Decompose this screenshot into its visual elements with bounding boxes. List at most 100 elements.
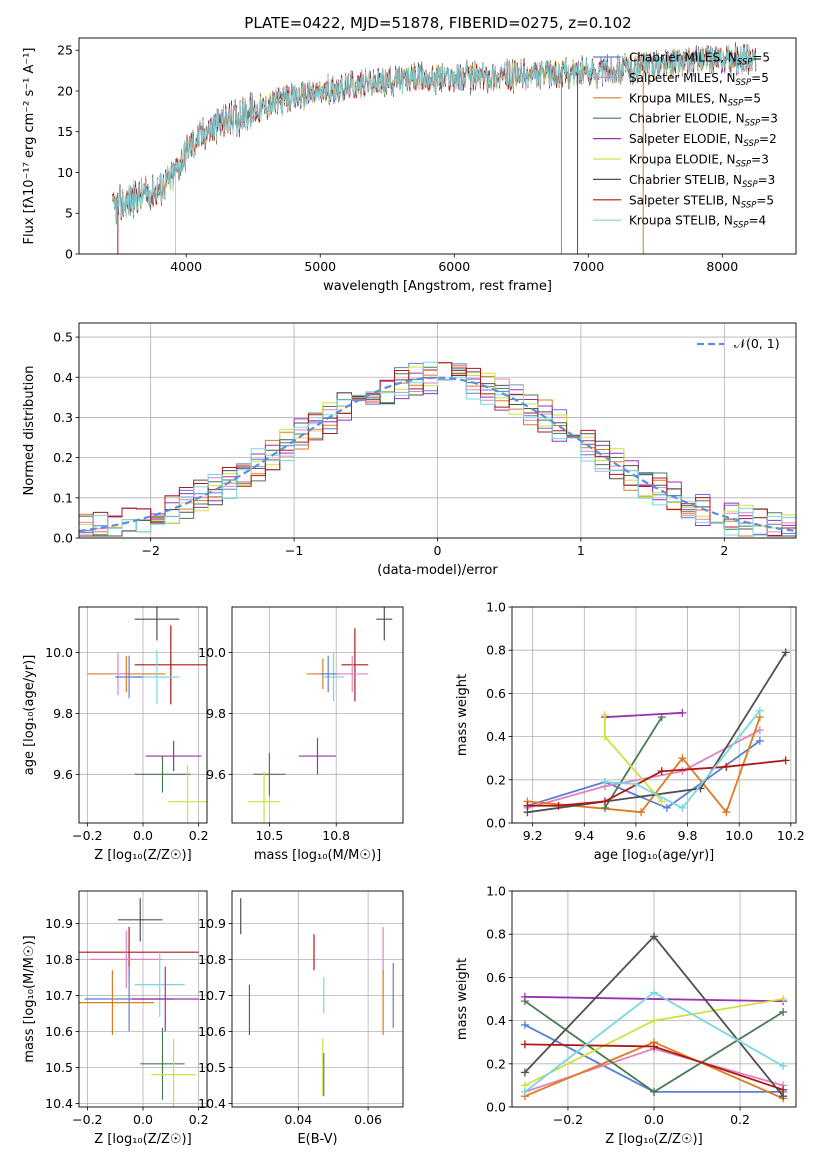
legend-label-text: Salpeter MILES, N [629,71,736,85]
panel-spectrum: 4000 5000 6000 7000 8000 0 5 10 15 20 25 wavelength… [22,37,797,294]
plot-area-mass-vs-z [79,898,199,1107]
y-tick-label: 10.0 [198,645,226,660]
legend-label-text: Salpeter ELODIE, N [629,132,743,146]
y-tick-label: 1.0 [486,884,506,899]
weight-marker-kroupa_miles [722,808,731,817]
weight-line-chabrier_elodie [604,716,663,809]
y-tick-label: 0.3 [53,410,73,425]
x-tick-label: 9.8 [678,828,698,843]
y-tick-label: 10.7 [198,988,226,1003]
x-tick-label: 9.2 [523,828,543,843]
x-tick-label: 0.2 [730,1112,750,1127]
x-tick-label: 0.2 [189,1112,209,1127]
x-tick-label: 0.0 [133,1112,153,1127]
plot-area-age-vs-z [87,607,207,823]
y-tick-label: 0.4 [486,1013,506,1028]
weight-marker-chabrier_elodie [779,1007,788,1016]
legend-label-text: Salpeter STELIB, N [629,193,741,207]
legend-label-sub: SSP [728,98,744,108]
weight-marker-kroupa_miles [678,754,687,763]
weight-marker-kroupa_elodie [600,711,609,719]
axes-frame [78,322,797,539]
y-tick-label: 0.2 [486,1056,506,1071]
legend-label-5: Kroupa ELODIE, NSSP=3 [629,153,769,170]
legend-label-3: Chabrier ELODIE, NSSP=3 [629,112,778,129]
x-axis-label: E(B-V) [297,1132,337,1147]
y-tick-label: 0.6 [486,970,506,985]
y-tick-label: 9.6 [53,767,73,782]
x-tick-label: −0.2 [72,1112,102,1127]
y-tick-label: 0.0 [486,1100,506,1115]
axes-frame [78,890,208,1108]
plot-area-mass-vs-ebv [240,898,394,1097]
x-tick-label: 6000 [438,259,470,274]
weight-marker-kroupa_stelib [600,777,609,786]
y-axis-label: mass weight [455,674,470,756]
legend-label-sub: SSP [741,200,757,210]
y-tick-label: 0.5 [53,330,73,345]
x-axis-label: (data-model)/error [377,563,498,578]
legend-label-sub: SSP [733,221,749,231]
legend-label-text: Kroupa MILES, N [629,91,728,105]
legend-label-7: Salpeter STELIB, NSSP=5 [629,193,774,210]
legend-label-text: Chabrier MILES, N [629,51,737,65]
weight-marker-salpeter_stelib [650,1042,658,1051]
axes-frame [78,37,797,255]
x-tick-label: −0.2 [553,1112,583,1127]
legend-label-suffix: =4 [749,214,767,228]
x-tick-label: −2 [141,543,159,558]
y-tick-label: 0.1 [53,490,73,505]
weight-marker-chabrier_miles [755,736,764,745]
weight-marker-chabrier_miles [520,1020,529,1029]
panel-age-vs-z: −0.2 0.0 0.2 9.6 9.8 10.0 Z [log₁₀(Z/Z☉)] age [… [22,606,209,863]
legend-label-8: Kroupa STELIB, NSSP=4 [629,214,766,231]
weight-marker-chabrier_stelib [520,1068,529,1077]
legend-label-2: Kroupa MILES, NSSP=5 [629,91,761,108]
weight-marker-kroupa_stelib [631,780,640,789]
x-tick-label: 1 [577,543,585,558]
x-axis-label: Z [log₁₀(Z/Z☉)] [605,1132,702,1147]
y-tick-label: 9.8 [53,706,73,721]
weight-marker-salpeter_stelib [779,1085,788,1094]
legend-label-suffix: =3 [758,173,776,187]
weight-marker-kroupa_elodie [657,797,666,806]
normal-curve [79,376,796,533]
y-tick-label: 20 [57,83,73,98]
weight-marker-kroupa_elodie [600,732,609,741]
legend-label-1: Salpeter MILES, NSSP=5 [629,71,769,88]
weight-marker-salpeter_miles [678,767,687,776]
weight-line-salpeter_miles [527,729,761,809]
y-tick-label: 5 [65,206,73,221]
panel-residuals: −2 −1 0 1 2 0.0 0.1 0.2 0.3 0.4 0.5 (data-model)/er… [22,322,797,578]
legend-label-suffix: =5 [756,193,774,207]
weight-marker-chabrier_stelib [650,932,658,941]
y-tick-label: 10.8 [45,952,73,967]
y-tick-label: 10 [57,165,73,180]
x-axis-label: Z [log₁₀(Z/Z☉)] [94,1132,191,1147]
x-tick-label: 10.0 [725,828,753,843]
weight-marker-salpeter_elodie [678,708,687,717]
y-tick-label: 0.4 [53,370,73,385]
x-tick-label: 10.5 [255,828,283,843]
x-tick-label: 0 [434,543,442,558]
weight-marker-kroupa_stelib [520,1087,529,1096]
figure-title: PLATE=0422, MJD=51878, FIBERID=0275, z=0… [244,14,631,32]
weight-marker-kroupa_stelib [678,803,687,812]
y-axis-label: mass weight [455,958,470,1040]
weight-marker-salpeter_miles [755,726,764,735]
weight-marker-kroupa_stelib [779,1061,788,1070]
legend-label-suffix: =5 [751,71,769,85]
legend-label-sub: SSP [742,180,758,190]
weight-marker-chabrier_miles [662,803,671,812]
y-tick-label: 10.9 [45,916,73,931]
x-tick-label: 0.2 [189,828,209,843]
legend-label-text: Chabrier ELODIE, N [629,112,745,126]
y-axis-label: age [log₁₀(age/yr)] [22,655,37,776]
y-axis-label: mass [log₁₀(M/M☉)] [22,935,37,1062]
y-tick-label: 0.4 [486,729,506,744]
x-axis-label: age [log₁₀(age/yr)] [594,848,715,863]
legend-normal-label: 𝒩(0, 1) [734,336,780,351]
legend-label-suffix: =3 [751,153,769,167]
y-tick-label: 0.8 [486,643,506,658]
legend-label-0: Chabrier MILES, NSSP=5 [629,51,770,68]
